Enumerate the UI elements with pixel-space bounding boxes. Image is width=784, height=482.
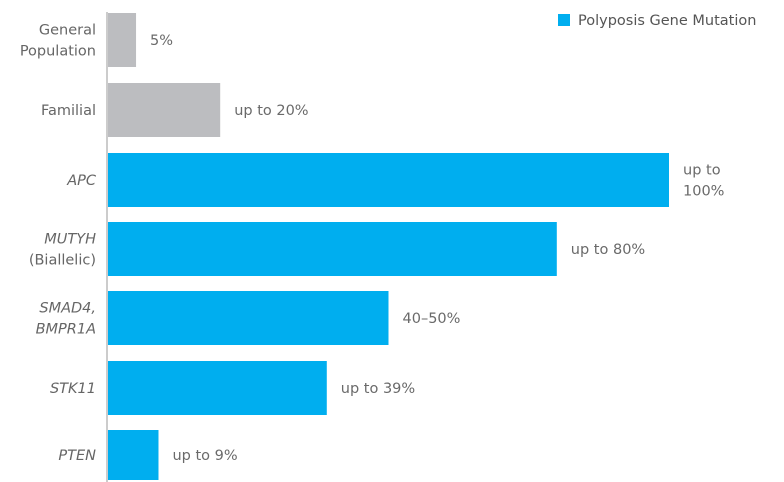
value-label-5-0: up to 39% <box>341 381 415 397</box>
legend-label: Polyposis Gene Mutation <box>578 13 756 29</box>
bar-4 <box>108 291 389 345</box>
bar-6 <box>108 430 159 480</box>
category-label-4-1: BMPR1A <box>36 322 96 338</box>
legend: Polyposis Gene Mutation <box>558 13 756 29</box>
bar-0 <box>108 13 137 67</box>
bar-2 <box>108 153 669 207</box>
category-label-4-0: SMAD4, <box>39 301 96 317</box>
value-label-4-0: 40–50% <box>403 311 461 327</box>
bars-group <box>108 13 669 480</box>
value-label-1-0: up to 20% <box>234 103 308 119</box>
bar-1 <box>108 83 221 137</box>
category-label-3-1: (Biallelic) <box>29 253 96 269</box>
category-label-3-0: MUTYH <box>44 232 96 248</box>
category-label-0-0: General <box>39 23 96 39</box>
category-label-1-0: Familial <box>41 103 96 119</box>
category-labels: General Population Familial APC MUTYH (Bialle… <box>20 23 97 465</box>
category-label-0-1: Population <box>20 44 96 60</box>
value-label-6-0: up to 9% <box>172 448 237 464</box>
legend-swatch <box>558 14 570 26</box>
category-label-6-0: PTEN <box>58 448 96 464</box>
category-label-2-0: APC <box>66 173 97 189</box>
value-label-0-0: 5% <box>150 33 173 49</box>
value-label-2-1: 100% <box>683 184 724 200</box>
bar-5 <box>108 361 327 415</box>
value-label-3-0: up to 80% <box>571 242 645 258</box>
category-label-5-0: STK11 <box>50 381 96 397</box>
value-label-2-0: up to <box>683 163 721 179</box>
bar-3 <box>108 222 557 276</box>
value-labels: 5% up to 20% up to 100% up to 80% 40–50% up to… <box>150 33 724 464</box>
